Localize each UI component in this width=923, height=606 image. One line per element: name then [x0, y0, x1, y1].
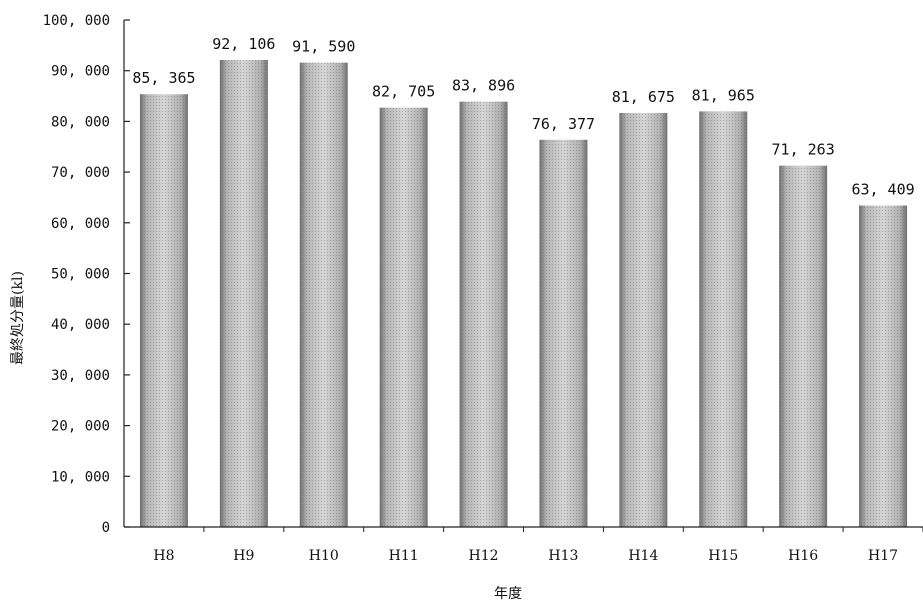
bar-value-label: 63, 409: [851, 181, 914, 199]
bar-value-label: 76, 377: [532, 115, 595, 133]
x-tick-label: H8: [153, 548, 174, 564]
bar-H17: [859, 205, 908, 528]
bar-H13: [539, 139, 588, 527]
y-tick-label: 10, 000: [51, 469, 110, 485]
x-tick-label: H9: [233, 548, 254, 564]
y-tick-label: 60, 000: [51, 216, 110, 232]
x-tick-label: H14: [628, 548, 658, 564]
y-tick-label: 50, 000: [51, 267, 110, 283]
x-tick-label: H16: [788, 548, 818, 564]
bar-texture: [299, 62, 348, 527]
bar-H16: [779, 165, 828, 527]
x-tick-label: H17: [868, 548, 898, 564]
bars: 85, 365 92, 106 91, 590 82, 705 83, 896 76, 3…: [132, 35, 915, 528]
y-axis-title: 最終処分量(kl): [10, 271, 26, 365]
bar-texture: [539, 139, 588, 527]
bar-texture: [699, 111, 748, 528]
bar-H10: [299, 62, 348, 527]
x-tick-label: H12: [469, 548, 499, 564]
bar-value-label: 82, 705: [372, 83, 435, 101]
y-tick-label: 40, 000: [51, 317, 110, 333]
x-tick-label: H15: [708, 548, 738, 564]
bar-texture: [459, 101, 508, 527]
y-tick-label: 0: [102, 520, 110, 536]
bar-H15: [699, 111, 748, 528]
y-tick-label: 100, 000: [43, 13, 110, 29]
bar-texture: [379, 107, 428, 527]
bar-texture: [619, 112, 668, 528]
bar-value-label: 92, 106: [212, 35, 275, 53]
bar-value-label: 81, 965: [692, 86, 755, 104]
bar-value-label: 71, 263: [772, 141, 835, 159]
x-tick-label: H10: [309, 548, 339, 564]
x-tick-label: H11: [389, 548, 419, 564]
bar-texture: [779, 165, 828, 527]
bar-texture: [139, 94, 188, 527]
bar-value-label: 83, 896: [452, 77, 515, 95]
y-tick-label: 20, 000: [51, 419, 110, 435]
bar-value-label: 91, 590: [292, 38, 355, 56]
y-tick-label: 80, 000: [51, 114, 110, 130]
bar-value-label: 85, 365: [132, 69, 195, 87]
y-axis-ticks: 0 10, 000 20, 000 30, 000 40, 000 50, 000 60, …: [43, 13, 130, 536]
bar-H12: [459, 101, 508, 527]
bar-H9: [219, 60, 268, 527]
y-tick-label: 70, 000: [51, 165, 110, 181]
bar-texture: [219, 60, 268, 527]
bar-value-label: 81, 675: [612, 88, 675, 106]
x-axis-labels: H8 H9 H10 H11 H12 H13 H14 H15 H16 H17: [153, 527, 923, 564]
x-axis-title: 年度: [494, 586, 522, 602]
bar-H8: [139, 94, 188, 527]
bar-H11: [379, 107, 428, 527]
bar-H14: [619, 112, 668, 528]
bar-texture: [859, 205, 908, 528]
y-tick-label: 30, 000: [51, 368, 110, 384]
x-tick-label: H13: [548, 548, 578, 564]
y-tick-label: 90, 000: [51, 64, 110, 80]
